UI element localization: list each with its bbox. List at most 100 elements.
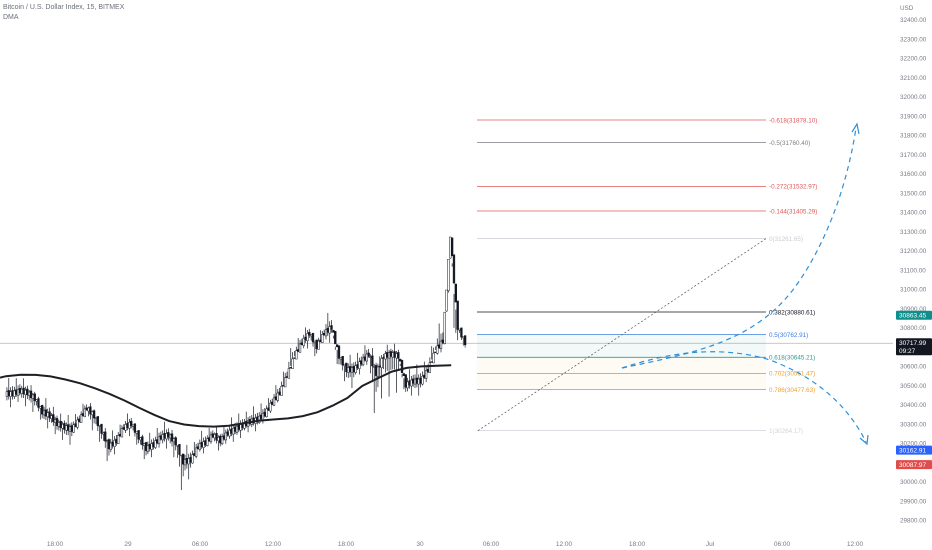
candle-body (217, 437, 220, 442)
candle-body (267, 407, 270, 411)
price-badge (896, 338, 932, 356)
candle-body (233, 426, 237, 432)
fib-level-label: 0.786(30477.63) (769, 387, 815, 394)
price-badge-value: 30087.97 (899, 462, 926, 469)
candle-body (276, 392, 279, 401)
candle-body (228, 429, 231, 437)
candle-body (460, 327, 463, 338)
candle-body (28, 391, 31, 396)
candle-body (100, 423, 103, 434)
candle-body (137, 430, 140, 440)
candle-body (274, 396, 278, 400)
price-tick-label: 32000.00 (900, 94, 927, 101)
candle-body (161, 434, 164, 441)
candle-body (335, 344, 339, 348)
fib-level-label: -0.272(31532.97) (769, 184, 817, 191)
fib-retracement: -0.618(31878.10) -0.5(31760.40) -0.272(315… (477, 117, 817, 435)
candle-body (386, 352, 389, 358)
candle-body (109, 442, 112, 450)
fib-level-label: 0.382(30880.61) (769, 309, 815, 316)
candle-body (302, 337, 305, 346)
candle-body (319, 339, 322, 343)
candle-body (449, 236, 452, 259)
price-tick-label: 31800.00 (900, 133, 927, 140)
candle-body (22, 387, 25, 395)
candle-body (33, 393, 36, 401)
candle-body (220, 436, 224, 445)
candle-body (321, 334, 324, 343)
time-tick-label: 06:00 (774, 541, 791, 548)
candle-body (309, 334, 313, 337)
price-tick-label: 31500.00 (900, 190, 927, 197)
candle-body (426, 369, 430, 373)
candle-body (104, 431, 107, 442)
symbol-title[interactable]: Bitcoin / U.S. Dollar Index, 15, BITMEX (3, 4, 125, 11)
candle-body (154, 440, 157, 448)
candle-body (306, 333, 309, 342)
candle-body (213, 434, 216, 439)
fib-level-label: 0(31261.65) (769, 236, 803, 243)
candle-body (339, 357, 342, 360)
candle-body (280, 386, 283, 396)
candle-body (397, 352, 400, 359)
price-axis: 29800.0029900.0030000.0030100.0030200.00… (900, 5, 927, 525)
candle-body (285, 376, 289, 378)
candle-body (117, 435, 120, 445)
candle-body (413, 378, 417, 385)
candle-body (207, 437, 211, 442)
candle-body (191, 454, 194, 464)
candle-body (311, 332, 315, 343)
candle-body (389, 351, 393, 357)
candle-body (163, 433, 166, 439)
candle-body (348, 366, 352, 373)
candle-body (406, 381, 409, 389)
candle-body (425, 370, 428, 379)
indicator-label[interactable]: DMA (3, 14, 19, 21)
fib-level-label: 0.702(30561.47) (769, 371, 815, 378)
candle-body (361, 357, 365, 366)
price-tick-label: 30800.00 (900, 325, 927, 332)
candle-body (204, 440, 207, 446)
candle-body (105, 440, 109, 443)
candle-body (24, 389, 27, 395)
candle-body (308, 331, 311, 336)
candle-body (35, 399, 38, 402)
candle-body (85, 407, 88, 411)
bearish-projection-path (621, 351, 867, 443)
candle-body (150, 443, 153, 450)
candle-body (272, 397, 276, 406)
candle-body (74, 423, 77, 427)
candle-body (18, 388, 22, 394)
price-tick-label: 31300.00 (900, 229, 927, 236)
candle-body (48, 411, 51, 419)
candle-body (81, 413, 85, 417)
time-tick-label: 18:00 (47, 541, 64, 548)
candle-body (445, 289, 448, 312)
price-badge-value: 30162.91 (899, 447, 926, 454)
candle-body (89, 406, 92, 415)
candle-body (68, 426, 72, 432)
candle-body (135, 431, 138, 434)
candle-body (382, 356, 385, 359)
candle-body (183, 459, 187, 466)
candle-body (44, 409, 48, 417)
candle-body (378, 365, 381, 368)
candle-body (9, 391, 12, 397)
candle-body (198, 443, 201, 450)
price-tick-label: 32200.00 (900, 56, 927, 63)
candle-body (341, 356, 344, 366)
candle-body (463, 335, 467, 346)
candle-body (128, 422, 131, 429)
price-badge-value: 30863.45 (899, 313, 926, 320)
candle-body (404, 374, 407, 388)
candle-body (174, 437, 177, 446)
candle-body (423, 374, 426, 378)
candle-body (391, 352, 394, 358)
candle-body (193, 453, 196, 456)
candle-body (295, 350, 298, 360)
candle-body (317, 340, 320, 350)
candle-body (395, 353, 398, 359)
